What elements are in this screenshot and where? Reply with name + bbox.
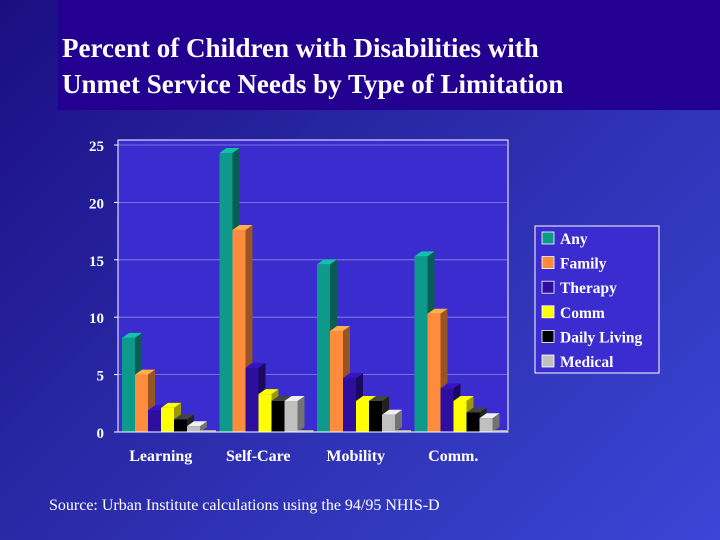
bar-top-Daily Living-Mobility bbox=[369, 396, 389, 402]
legend-box bbox=[534, 225, 660, 374]
bar-Medical-Learning bbox=[187, 426, 200, 432]
bar-top-Family-Learning bbox=[135, 369, 155, 375]
bar-top-Any-Mobility bbox=[317, 259, 337, 265]
legend-label-5: Medical bbox=[560, 354, 614, 371]
bar-side-Medical-Learning bbox=[200, 421, 207, 432]
x-tick-label-1: Self-Care bbox=[226, 448, 291, 465]
bar-Therapy-Comm. bbox=[440, 388, 454, 432]
bar-top-Comm-Learning bbox=[161, 402, 181, 408]
axes bbox=[114, 140, 508, 433]
bar-top-Family-Mobility bbox=[330, 325, 350, 331]
bars bbox=[122, 148, 509, 432]
bar-Medical-Mobility bbox=[382, 414, 395, 432]
bar-top-Family-Comm. bbox=[427, 308, 448, 314]
bar-top-Any-Self-Care bbox=[219, 148, 240, 154]
floor-strip-1 bbox=[297, 430, 314, 432]
y-tick-label-1: 5 bbox=[97, 369, 105, 385]
slide-title: Percent of Children with Disabilities wi… bbox=[62, 33, 564, 99]
legend-label-3: Comm bbox=[560, 305, 605, 322]
bar-Family-Self-Care bbox=[232, 229, 246, 432]
y-tick-label-4: 20 bbox=[89, 196, 104, 212]
legend-swatch-0 bbox=[541, 231, 555, 245]
bar-Daily Living-Mobility bbox=[369, 401, 382, 432]
bar-top-Daily Living-Comm. bbox=[466, 407, 487, 413]
floor-strip-3 bbox=[492, 430, 509, 432]
bar-top-Comm-Mobility bbox=[356, 396, 376, 402]
legend: Any Family Therapy Comm Daily Living Medical bbox=[534, 225, 660, 374]
bar-Therapy-Learning bbox=[148, 410, 161, 432]
bar-top-Comm-Comm. bbox=[453, 396, 474, 402]
x-tick-label-3: Comm. bbox=[428, 448, 478, 465]
legend-swatch-3 bbox=[541, 305, 555, 319]
bar-side-Medical-Self-Care bbox=[297, 396, 305, 432]
source-note: Source: Urban Institute calculations usi… bbox=[49, 497, 440, 514]
bar-top-Therapy-Mobility bbox=[343, 373, 363, 379]
y-tick-labels: 0 5 10 15 20 25 bbox=[89, 139, 104, 442]
y-tick-label-2: 10 bbox=[89, 311, 104, 327]
bar-top-Any-Learning bbox=[122, 332, 142, 338]
bar-Family-Comm. bbox=[427, 313, 441, 432]
bar-top-Daily Living-Learning bbox=[174, 414, 194, 420]
legend-swatch-1 bbox=[541, 256, 555, 270]
floor-strip-2 bbox=[395, 430, 411, 432]
bar-Family-Learning bbox=[135, 374, 148, 432]
bar-Any-Mobility bbox=[317, 264, 330, 432]
bar-Any-Comm. bbox=[414, 256, 428, 432]
bar-Any-Self-Care bbox=[219, 153, 233, 432]
legend-swatch-4 bbox=[541, 329, 555, 343]
y-tick-label-5: 25 bbox=[89, 139, 104, 155]
bar-side-Medical-Mobility bbox=[395, 409, 402, 432]
legend-label-2: Therapy bbox=[560, 280, 617, 297]
bar-top-Medical-Self-Care bbox=[284, 396, 305, 402]
bar-top-Family-Self-Care bbox=[232, 224, 253, 230]
bar-top-Daily Living-Self-Care bbox=[271, 396, 292, 402]
bar-Comm-Comm. bbox=[453, 401, 467, 432]
bar-top-Medical-Learning bbox=[187, 421, 207, 427]
bar-Comm-Self-Care bbox=[258, 394, 272, 432]
bar-Therapy-Self-Care bbox=[245, 367, 259, 432]
legend-label-0: Any bbox=[560, 231, 588, 248]
bar-Therapy-Mobility bbox=[343, 378, 356, 432]
legend-swatch-5 bbox=[541, 354, 555, 368]
title-band bbox=[58, 0, 720, 110]
legend-label-4: Daily Living bbox=[560, 329, 643, 346]
legend-label-1: Family bbox=[560, 256, 607, 273]
bar-Daily Living-Comm. bbox=[466, 412, 480, 432]
x-tick-label-0: Learning bbox=[129, 448, 192, 465]
y-tick-label-0: 0 bbox=[97, 426, 105, 442]
legend-swatch-2 bbox=[541, 280, 555, 294]
y-tick-label-3: 15 bbox=[89, 254, 104, 270]
bar-top-Comm-Self-Care bbox=[258, 389, 279, 395]
bar-top-Therapy-Self-Care bbox=[245, 362, 266, 368]
x-tick-label-2: Mobility bbox=[326, 448, 385, 465]
bar-Daily Living-Self-Care bbox=[271, 401, 285, 432]
x-tick-labels: Learning Self-Care Mobility Comm. bbox=[129, 448, 478, 465]
floor-strip-0 bbox=[200, 430, 216, 432]
bar-Comm-Learning bbox=[161, 407, 174, 432]
bar-top-Medical-Comm. bbox=[479, 413, 500, 419]
bar-top-Medical-Mobility bbox=[382, 409, 402, 415]
bar-Daily Living-Learning bbox=[174, 419, 187, 432]
bar-top-Therapy-Learning bbox=[148, 405, 168, 411]
bar-top-Therapy-Comm. bbox=[440, 383, 461, 389]
bar-Any-Learning bbox=[122, 337, 135, 432]
bar-Medical-Self-Care bbox=[284, 401, 298, 432]
bar-side-Medical-Comm. bbox=[492, 413, 500, 432]
bar-Medical-Comm. bbox=[479, 418, 493, 432]
bar-Family-Mobility bbox=[330, 330, 343, 432]
bar-top-Any-Comm. bbox=[414, 251, 435, 257]
bar-Comm-Mobility bbox=[356, 401, 369, 432]
